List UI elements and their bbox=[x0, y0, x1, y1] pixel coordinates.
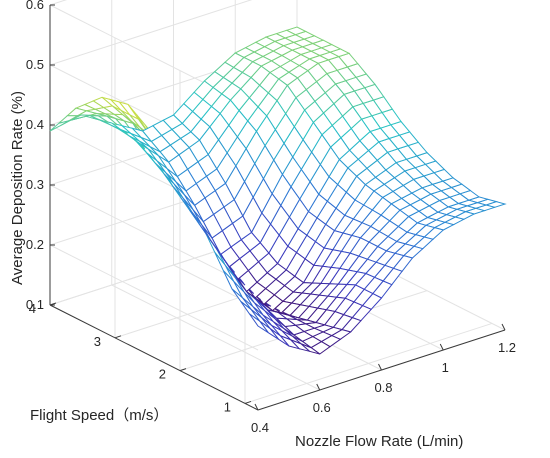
x-tick-mark bbox=[439, 343, 444, 351]
x-tick-label: 0.8 bbox=[374, 380, 392, 395]
floor-grid-line bbox=[244, 322, 493, 404]
wall-grid-line bbox=[49, 244, 259, 351]
y-tick-label: 1 bbox=[224, 399, 231, 414]
x-tick-label: 0.6 bbox=[313, 400, 331, 415]
x-tick-label: 1.2 bbox=[498, 340, 516, 355]
x-axis-title: Nozzle Flow Rate (L/min) bbox=[295, 433, 463, 450]
y-tick-label: 2 bbox=[159, 367, 166, 382]
wall-grid-line bbox=[49, 184, 259, 291]
x-tick-label: 1 bbox=[442, 360, 449, 375]
x-tick-label: 0.4 bbox=[251, 420, 269, 435]
z-axis-title: Average Deposition Rate (%) bbox=[9, 91, 26, 285]
z-tick-label: 0.1 bbox=[26, 297, 44, 312]
x-tick-mark bbox=[378, 363, 382, 371]
surface-cell bbox=[49, 120, 70, 132]
wall-grid-line bbox=[49, 0, 253, 66]
z-tick-label: 0.5 bbox=[26, 57, 44, 72]
y-tick-label: 3 bbox=[94, 334, 101, 349]
x-tick-mark bbox=[501, 323, 506, 331]
surface-mesh bbox=[49, 26, 507, 355]
z-tick-label: 0.4 bbox=[26, 117, 44, 132]
z-tick-label: 0.3 bbox=[26, 177, 44, 192]
y-tick-label: 4 bbox=[29, 301, 36, 316]
axis-line bbox=[49, 304, 259, 411]
z-tick-label: 0.6 bbox=[26, 0, 44, 12]
tick-layer: 0.1 0.2 0.3 0.4 0.5 0.6 1 2 3 4 0.4 0.6 0.8 1 1.2 bbox=[26, 0, 516, 435]
y-axis-title: Flight Speed（m/s） bbox=[30, 407, 168, 424]
y-tick-mark bbox=[244, 400, 252, 404]
x-tick-mark bbox=[316, 383, 321, 391]
y-tick-mark bbox=[114, 335, 122, 339]
y-tick-mark bbox=[49, 302, 57, 306]
y-tick-mark bbox=[179, 368, 187, 372]
z-tick-label: 0.2 bbox=[26, 237, 44, 252]
x-tick-mark bbox=[254, 403, 259, 411]
floor-grid-line bbox=[111, 284, 320, 391]
